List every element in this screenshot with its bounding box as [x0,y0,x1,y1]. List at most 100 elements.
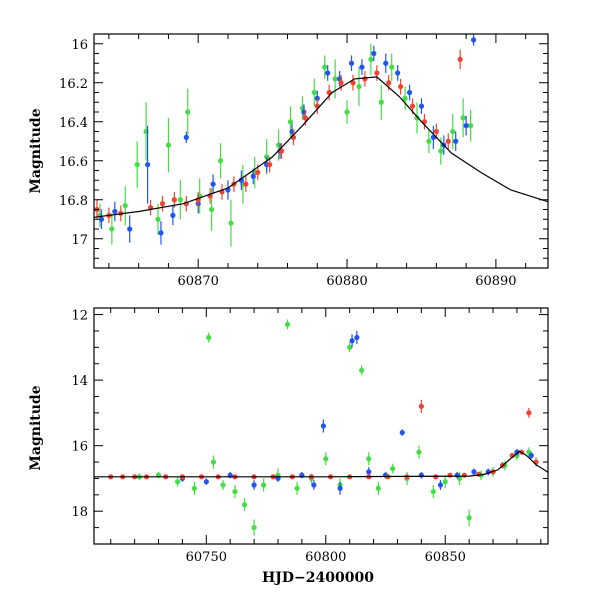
data-point [398,84,404,90]
data-point [402,95,408,101]
data-point [171,197,177,203]
data-point [323,456,329,462]
data-point [467,123,474,129]
data-point [210,181,216,187]
data-point [155,216,161,222]
data-point [466,515,472,521]
y-tick-label: 18 [71,505,88,520]
data-point [414,115,420,121]
data-point [98,216,105,222]
data-point [359,64,365,70]
data-point [112,208,118,215]
x-tick-label: 60880 [326,274,367,289]
data-point [395,70,401,76]
data-point [177,197,183,203]
data-point [463,123,469,129]
data-point [460,115,466,121]
bottom-panel: Magnitude HJD−2400000 60750 60800 60850 12 1… [28,307,549,586]
x-tick-label: 60800 [305,550,346,565]
x-tick-label: 60870 [178,274,219,289]
top-panel-series-1 [98,34,477,245]
data-point [409,103,416,109]
data-point [206,334,212,341]
data-point [278,148,285,154]
data-point [447,472,453,478]
y-tick-label: 16 [71,38,88,53]
data-point [375,485,381,491]
data-point [217,158,224,164]
data-point [437,482,444,488]
data-point [322,64,328,70]
data-point [175,479,181,485]
data-point [251,482,257,488]
data-point [170,212,176,218]
data-point [348,60,355,66]
data-point [354,334,360,341]
data-point [368,56,374,62]
data-point [349,338,355,344]
data-point [430,488,436,495]
y-tick-label: 17 [71,233,88,248]
bottom-panel-frame [93,307,549,545]
data-point [251,525,257,531]
y-tick-label: 16.6 [59,155,88,170]
data-point [383,60,389,66]
y-tick-label: 16.2 [59,77,88,92]
data-point [371,50,377,57]
data-point [442,479,448,485]
data-point [122,203,128,209]
data-point [325,70,331,76]
data-point [127,226,133,232]
data-point [347,344,353,350]
x-tick-label: 60890 [475,274,516,289]
data-point [243,181,249,187]
data-point [416,449,422,455]
data-point [356,84,362,90]
data-point [203,479,209,485]
data-point [210,459,217,465]
data-point [476,471,482,477]
data-point [134,162,140,168]
data-point [378,99,384,105]
data-point [438,148,444,154]
data-point [284,321,291,327]
bottom-panel-model-curve [94,450,548,478]
top-panel-model-curve [94,76,548,218]
bottom-panel-x-axis-label: HJD−2400000 [262,570,374,586]
data-point [185,109,191,115]
data-point [294,485,300,491]
y-tick-label: 16.4 [59,116,88,131]
bottom-panel-series-0 [136,319,539,536]
data-point [418,103,425,109]
data-point [159,201,166,207]
bottom-panel-y-axis-label: Magnitude [28,385,44,470]
y-tick-label: 12 [71,309,88,324]
data-point [457,56,463,62]
data-point [165,142,172,148]
data-point [526,410,532,416]
data-point [418,403,424,409]
data-point [450,128,456,135]
data-point [470,37,477,43]
data-point [158,230,164,236]
data-point [232,488,238,495]
data-point [320,423,326,429]
data-point [461,472,467,478]
data-point [359,367,365,373]
data-point [426,138,432,144]
data-point [445,138,451,144]
top-panel-plot-area [94,34,548,247]
top-panel-series-2 [94,49,463,224]
data-point [514,449,520,455]
data-point [454,472,460,478]
data-point [255,169,261,176]
data-point [311,89,317,96]
data-point [338,80,344,86]
data-point [302,115,308,121]
data-point [350,80,356,86]
bottom-panel-plot-area [94,319,548,536]
data-point [389,64,395,70]
data-point [311,482,317,488]
top-panel: Magnitude 60870 60880 60890 16 16.2 16.4 16.6 1… [28,33,549,289]
